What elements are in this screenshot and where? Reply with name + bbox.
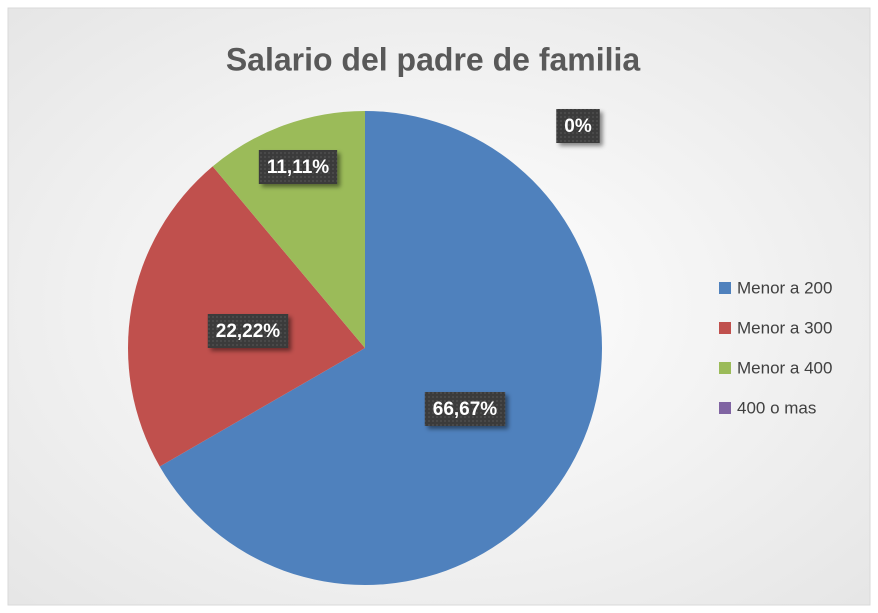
- legend-label: 400 o mas: [737, 398, 816, 417]
- data-label: 0%: [564, 116, 592, 137]
- pie-slice: [159, 111, 602, 585]
- legend-swatch: [719, 402, 731, 414]
- data-label: 66,67%: [433, 399, 498, 420]
- data-label: 22,22%: [216, 321, 281, 342]
- chart-title: Salario del padre de familia: [226, 41, 641, 77]
- legend-swatch: [719, 362, 731, 374]
- legend-label: Menor a 200: [737, 278, 832, 297]
- legend-swatch: [719, 282, 731, 294]
- data-label: 11,11%: [267, 157, 329, 178]
- data-label-box: [556, 109, 600, 143]
- data-label-box: [258, 150, 338, 184]
- legend-label: Menor a 400: [737, 358, 832, 377]
- legend-label: Menor a 300: [737, 318, 832, 337]
- data-label-box: [207, 314, 289, 348]
- legend-swatch: [719, 322, 731, 334]
- data-label-box: [424, 392, 506, 426]
